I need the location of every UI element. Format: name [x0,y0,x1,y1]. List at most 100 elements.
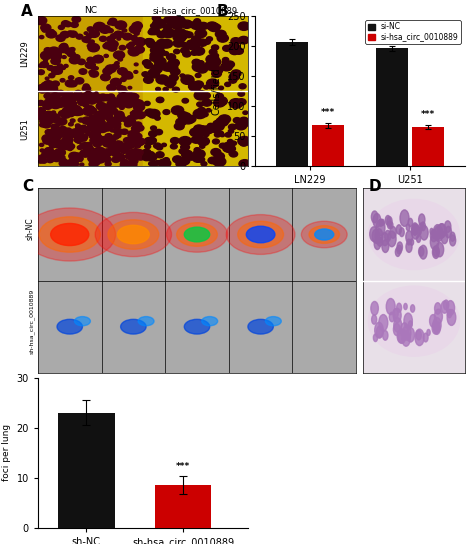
Circle shape [447,310,452,318]
Circle shape [236,102,240,105]
Circle shape [135,22,141,27]
Circle shape [216,94,223,99]
Circle shape [136,138,146,145]
Circle shape [206,54,219,64]
Circle shape [393,323,400,336]
Circle shape [48,47,59,55]
Circle shape [200,145,205,149]
Circle shape [120,86,126,90]
Circle shape [224,143,232,148]
Circle shape [72,54,80,60]
Circle shape [191,36,201,42]
Circle shape [383,331,388,340]
Circle shape [144,101,150,106]
Circle shape [52,111,55,114]
Circle shape [60,44,68,49]
Circle shape [132,149,139,154]
Circle shape [49,73,55,78]
Circle shape [127,75,133,79]
Circle shape [89,147,94,151]
Circle shape [215,97,228,106]
Circle shape [93,22,105,30]
Circle shape [54,149,65,157]
Circle shape [94,161,100,165]
Circle shape [89,115,99,122]
Circle shape [109,118,116,123]
Circle shape [87,44,91,47]
Text: ***: *** [320,108,335,117]
Circle shape [408,218,413,227]
Circle shape [185,44,191,48]
Circle shape [438,224,446,238]
Circle shape [192,59,201,65]
Circle shape [54,134,61,140]
Circle shape [82,119,88,122]
Circle shape [78,99,87,106]
Circle shape [75,137,83,142]
Circle shape [194,66,199,70]
Circle shape [406,241,412,252]
Circle shape [164,24,172,30]
Circle shape [181,47,189,53]
Bar [376,48,408,166]
Circle shape [59,159,70,167]
Circle shape [146,153,157,161]
Circle shape [127,161,137,168]
Circle shape [107,36,114,41]
Circle shape [102,108,110,113]
Bar [312,126,344,166]
Circle shape [169,75,178,81]
Circle shape [174,18,186,26]
Circle shape [113,128,118,133]
Circle shape [121,319,146,334]
Circle shape [208,157,217,164]
Circle shape [67,112,74,116]
Circle shape [44,81,54,88]
Circle shape [44,102,52,108]
Bar [155,485,211,528]
Circle shape [108,96,116,102]
Circle shape [376,220,385,236]
Circle shape [404,313,412,329]
Circle shape [197,102,203,107]
Circle shape [98,155,105,160]
Circle shape [82,36,90,42]
Circle shape [87,97,97,104]
Circle shape [113,98,118,102]
Circle shape [98,110,104,115]
Circle shape [46,118,54,123]
Circle shape [95,147,105,155]
Circle shape [43,103,52,109]
Circle shape [213,157,226,166]
Circle shape [178,112,189,119]
Circle shape [51,138,58,143]
Circle shape [113,129,116,132]
Circle shape [82,117,92,124]
Circle shape [65,129,72,134]
Circle shape [217,34,228,42]
Text: ***: *** [420,110,435,120]
Circle shape [42,152,49,157]
Circle shape [134,103,145,111]
Circle shape [201,162,207,166]
Circle shape [78,94,84,98]
Circle shape [172,16,185,25]
Circle shape [98,152,109,160]
Circle shape [381,219,384,225]
Circle shape [79,69,87,75]
Circle shape [49,88,56,93]
Circle shape [64,162,71,167]
Circle shape [450,232,455,241]
Circle shape [189,82,201,91]
Circle shape [228,129,234,133]
Circle shape [69,159,76,164]
Circle shape [62,162,70,167]
Circle shape [129,138,138,144]
Circle shape [370,227,378,242]
Circle shape [53,134,59,139]
Circle shape [134,46,145,53]
Circle shape [301,221,347,248]
Circle shape [102,123,113,131]
Text: B: B [217,4,229,20]
Circle shape [120,147,127,151]
